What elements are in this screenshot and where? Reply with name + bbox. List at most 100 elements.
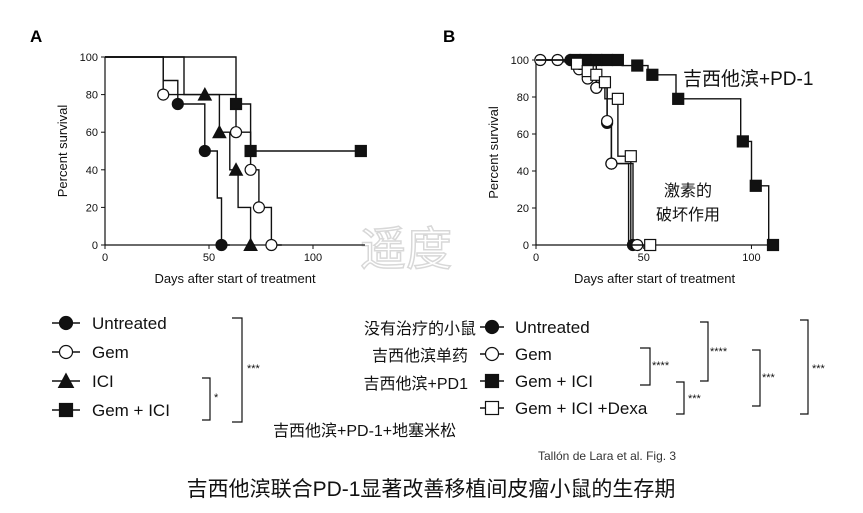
x-axis-label: Days after start of treatment xyxy=(574,271,736,286)
survival-curve xyxy=(105,56,363,152)
data-point xyxy=(672,92,685,105)
y-axis-label: Percent survival xyxy=(486,106,501,199)
legend-item: Untreated xyxy=(52,314,167,333)
data-point xyxy=(624,150,637,163)
legend-item: Untreated xyxy=(480,318,590,337)
figure-credit: Tallón de Lara et al. Fig. 3 xyxy=(538,449,676,463)
series-untreated xyxy=(105,56,230,252)
legend-label: Untreated xyxy=(92,314,167,333)
annotation-hormone-l1: 激素的 xyxy=(664,182,712,200)
legend-marker xyxy=(484,373,500,389)
bracket-a-inner xyxy=(202,377,211,421)
y-tick-label: 0 xyxy=(523,240,529,252)
data-point xyxy=(212,124,227,139)
panel-b-chart: 0 50 100 0 20 40 60 80 100 Days after start of tr… xyxy=(486,53,780,286)
y-axis-label: Percent survival xyxy=(55,105,70,198)
data-point xyxy=(766,238,780,252)
data-point xyxy=(198,144,211,158)
legend-label: Gem + ICI xyxy=(515,372,593,391)
cn-label-gem: 吉西他滨单药 xyxy=(372,347,468,365)
survival-curve xyxy=(105,56,255,246)
data-point xyxy=(570,57,584,70)
bracket-b-4 xyxy=(752,349,761,407)
legend-label: Gem + ICI xyxy=(92,401,170,420)
legend-marker xyxy=(58,344,74,360)
series-gem-ici-dexa xyxy=(536,57,657,252)
cn-label-dexa: 吉西他滨+PD-1+地塞米松 xyxy=(273,422,456,440)
sig-b-1: **** xyxy=(652,360,670,372)
y-tick-label: 20 xyxy=(517,203,529,215)
x-tick-label: 0 xyxy=(102,252,108,264)
legend-label: ICI xyxy=(92,372,114,391)
series-gem xyxy=(105,56,282,252)
legend-a: Untreated Gem ICI Gem + ICI xyxy=(52,314,170,420)
y-tick-label: 100 xyxy=(511,55,529,67)
data-point xyxy=(598,76,612,89)
y-tick-label: 20 xyxy=(86,202,98,214)
panel-a-letter: A xyxy=(30,27,42,46)
data-point xyxy=(215,238,228,252)
data-point xyxy=(631,59,644,72)
y-tick-label: 80 xyxy=(86,90,98,102)
data-point xyxy=(171,97,184,111)
legend-marker xyxy=(58,315,74,331)
survival-curve xyxy=(105,56,230,246)
cn-label-gem-pd1: 吉西他滨+PD1 xyxy=(364,375,469,393)
sig-b-5: *** xyxy=(812,363,826,375)
data-point xyxy=(244,163,257,176)
data-point xyxy=(265,238,278,252)
data-point xyxy=(228,162,244,176)
sig-b-4: *** xyxy=(762,372,776,384)
series-gem-ici xyxy=(536,53,780,252)
y-tick-label: 60 xyxy=(86,127,98,139)
legend-label: Untreated xyxy=(515,318,590,337)
data-point xyxy=(646,68,659,81)
x-tick-label: 50 xyxy=(203,252,215,264)
y-tick-label: 100 xyxy=(80,52,98,64)
x-tick-label: 100 xyxy=(742,252,760,264)
data-point xyxy=(229,126,243,139)
x-tick-label: 0 xyxy=(533,252,539,264)
survival-curve xyxy=(536,59,778,246)
data-point xyxy=(611,92,624,105)
data-point xyxy=(590,53,603,67)
annotation-gem-pd1: 吉西他滨+PD-1 xyxy=(683,68,813,90)
sig-b-2: **** xyxy=(710,346,728,358)
sig-a-outer: *** xyxy=(247,363,261,375)
data-point xyxy=(244,144,257,158)
legend-label: Gem xyxy=(92,343,129,362)
data-point xyxy=(243,237,258,251)
x-tick-label: 50 xyxy=(638,252,650,264)
legend-item: Gem + ICI xyxy=(52,401,170,420)
data-point xyxy=(605,157,618,170)
legend-item: ICI xyxy=(52,372,114,391)
legend-label: Gem xyxy=(515,345,552,364)
data-point xyxy=(157,88,170,101)
legend-marker xyxy=(484,400,500,416)
annotation-hormone-l2: 破坏作用 xyxy=(656,206,720,224)
bracket-b-5 xyxy=(800,319,809,415)
survival-curve xyxy=(536,59,640,246)
legend-item: Gem xyxy=(52,343,129,362)
legend-item: Gem + ICI xyxy=(480,372,593,391)
bracket-b-2 xyxy=(700,321,709,382)
panel-a-chart: 0 50 100 0 20 40 60 80 100 Days after start of tr… xyxy=(55,52,367,286)
legend-marker xyxy=(58,402,74,418)
survival-curve xyxy=(536,59,638,246)
data-point xyxy=(229,97,243,111)
bracket-a-outer xyxy=(232,317,243,423)
y-tick-label: 80 xyxy=(517,92,529,104)
legend-marker xyxy=(57,372,75,388)
sig-b-3: *** xyxy=(688,393,702,405)
significance-brackets xyxy=(202,317,809,423)
bracket-b-3 xyxy=(676,381,685,415)
panel-b-letter: B xyxy=(443,27,455,46)
legend-item: Gem + ICI +Dexa xyxy=(480,399,648,418)
data-point xyxy=(611,53,624,67)
legend-label: Gem + ICI +Dexa xyxy=(515,399,648,418)
x-axis-label: Days after start of treatment xyxy=(154,271,316,286)
data-point xyxy=(590,68,603,81)
y-tick-label: 40 xyxy=(517,166,529,178)
data-point xyxy=(252,201,266,214)
